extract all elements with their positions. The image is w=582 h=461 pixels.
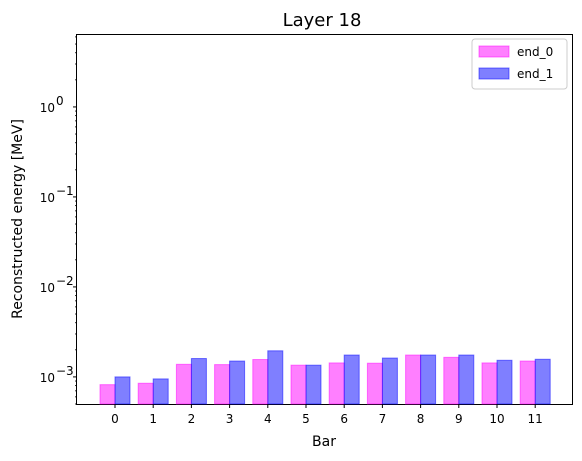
x-tick-label: 1 xyxy=(149,412,157,426)
bar-end-0-8 xyxy=(405,354,422,405)
y-tick-exponent: −1 xyxy=(56,184,74,198)
legend: end_0 end_1 xyxy=(471,38,568,90)
y-axis-label: Reconstructed energy [MeV] xyxy=(10,119,26,319)
x-tick-label: 9 xyxy=(455,412,463,426)
bar-end-1-1 xyxy=(152,378,169,405)
x-tick-label: 3 xyxy=(226,412,234,426)
bar-end-1-4 xyxy=(267,350,284,405)
bar-end-0-1 xyxy=(137,382,154,405)
x-tick-label: 0 xyxy=(111,412,119,426)
y-tick-label: 10 xyxy=(40,281,55,295)
bar-end-1-0 xyxy=(114,376,131,405)
x-tick-label: 8 xyxy=(417,412,425,426)
x-tick-label: 5 xyxy=(302,412,310,426)
bar-end-0-9 xyxy=(443,356,460,405)
bar-end-0-3 xyxy=(214,364,231,405)
y-tick-exponent: −3 xyxy=(56,364,74,378)
x-tick-label: 11 xyxy=(528,412,543,426)
x-tick-label: 10 xyxy=(489,412,504,426)
x-tick-label: 4 xyxy=(264,412,272,426)
y-tick-label: 10 xyxy=(40,191,55,205)
y-tick-label: 10 xyxy=(40,101,55,115)
x-tick-label: 2 xyxy=(188,412,196,426)
bar-end-0-11 xyxy=(519,360,536,405)
bar-end-0-5 xyxy=(290,364,307,405)
bar-end-1-11 xyxy=(534,358,551,405)
legend-swatch-end-0 xyxy=(478,45,510,58)
bar-end-0-0 xyxy=(99,384,116,405)
bar-end-1-8 xyxy=(420,354,437,405)
y-tick-exponent: 0 xyxy=(56,94,64,108)
bar-end-0-10 xyxy=(481,362,498,405)
bar-end-0-4 xyxy=(252,359,269,405)
bar-end-1-2 xyxy=(190,358,207,405)
bar-end-1-9 xyxy=(458,354,475,405)
chart-title: Layer 18 xyxy=(283,10,362,31)
plot-area-frame xyxy=(76,34,573,405)
bar-end-1-6 xyxy=(343,354,360,405)
bar-end-1-3 xyxy=(229,360,246,405)
bar-end-1-5 xyxy=(305,364,322,405)
bar-end-1-7 xyxy=(381,357,398,405)
legend-label-end-1: end_1 xyxy=(517,67,553,81)
bar-end-0-7 xyxy=(366,362,383,405)
x-tick-label: 7 xyxy=(379,412,387,426)
bars-layer xyxy=(99,350,551,405)
x-axis-ticks: 0 1 2 3 4 5 6 7 8 9 10 11 xyxy=(111,404,543,426)
x-axis-label: Bar xyxy=(312,434,336,450)
legend-swatch-end-1 xyxy=(478,67,510,80)
y-tick-exponent: −2 xyxy=(56,274,74,288)
legend-label-end-0: end_0 xyxy=(517,45,553,59)
bar-end-1-10 xyxy=(496,359,513,405)
bar-end-0-6 xyxy=(328,362,345,405)
y-tick-label: 10 xyxy=(40,371,55,385)
bar-end-0-2 xyxy=(175,363,192,405)
x-tick-label: 6 xyxy=(340,412,348,426)
